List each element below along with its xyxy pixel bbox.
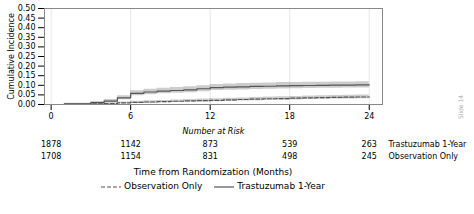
svg-text:539: 539 [282,140,297,149]
svg-text:498: 498 [282,152,297,161]
svg-text:Observation Only: Observation Only [389,152,459,161]
html-text:Observation Only: Observation Only [124,181,203,191]
svg-text:24: 24 [364,112,374,121]
svg-text:Number at Risk: Number at Risk [183,127,245,136]
svg-text:873: 873 [203,140,218,149]
svg-text:0.05: 0.05 [18,90,36,99]
svg-text:1708: 1708 [41,152,61,161]
svg-text:1154: 1154 [120,152,140,161]
svg-text:0.35: 0.35 [18,33,36,42]
svg-text:1142: 1142 [120,140,140,149]
svg-text:0.50: 0.50 [18,4,36,13]
svg-text:6: 6 [128,112,133,121]
svg-text:0.40: 0.40 [18,23,36,32]
svg-text:1878: 1878 [41,140,61,149]
svg-text:245: 245 [362,152,377,161]
svg-text:263: 263 [362,140,377,149]
svg-text:12: 12 [205,112,215,121]
svg-text:Trastuzumab 1-Year: Trastuzumab 1-Year [388,140,468,149]
svg-text:0.30: 0.30 [18,42,36,51]
svg-text:0.45: 0.45 [18,14,36,23]
html-text:Trastuzumab 1-Year: Trastuzumab 1-Year [237,181,325,191]
svg-text:0.10: 0.10 [18,81,36,90]
svg-text:0.00: 0.00 [18,100,36,109]
svg-text:18: 18 [285,112,295,121]
html-text:Slide 14: Slide 14 [456,94,464,120]
svg-text:Cumulative Incidence: Cumulative Incidence [7,13,16,100]
svg-text:831: 831 [203,152,218,161]
svg-text:0.20: 0.20 [18,62,36,71]
svg-text:0.25: 0.25 [18,52,36,61]
html-text:Time from Randomization (Month: Time from Randomization (Months) [133,167,293,177]
svg-text:0.15: 0.15 [18,71,36,80]
svg-text:0: 0 [49,112,54,121]
